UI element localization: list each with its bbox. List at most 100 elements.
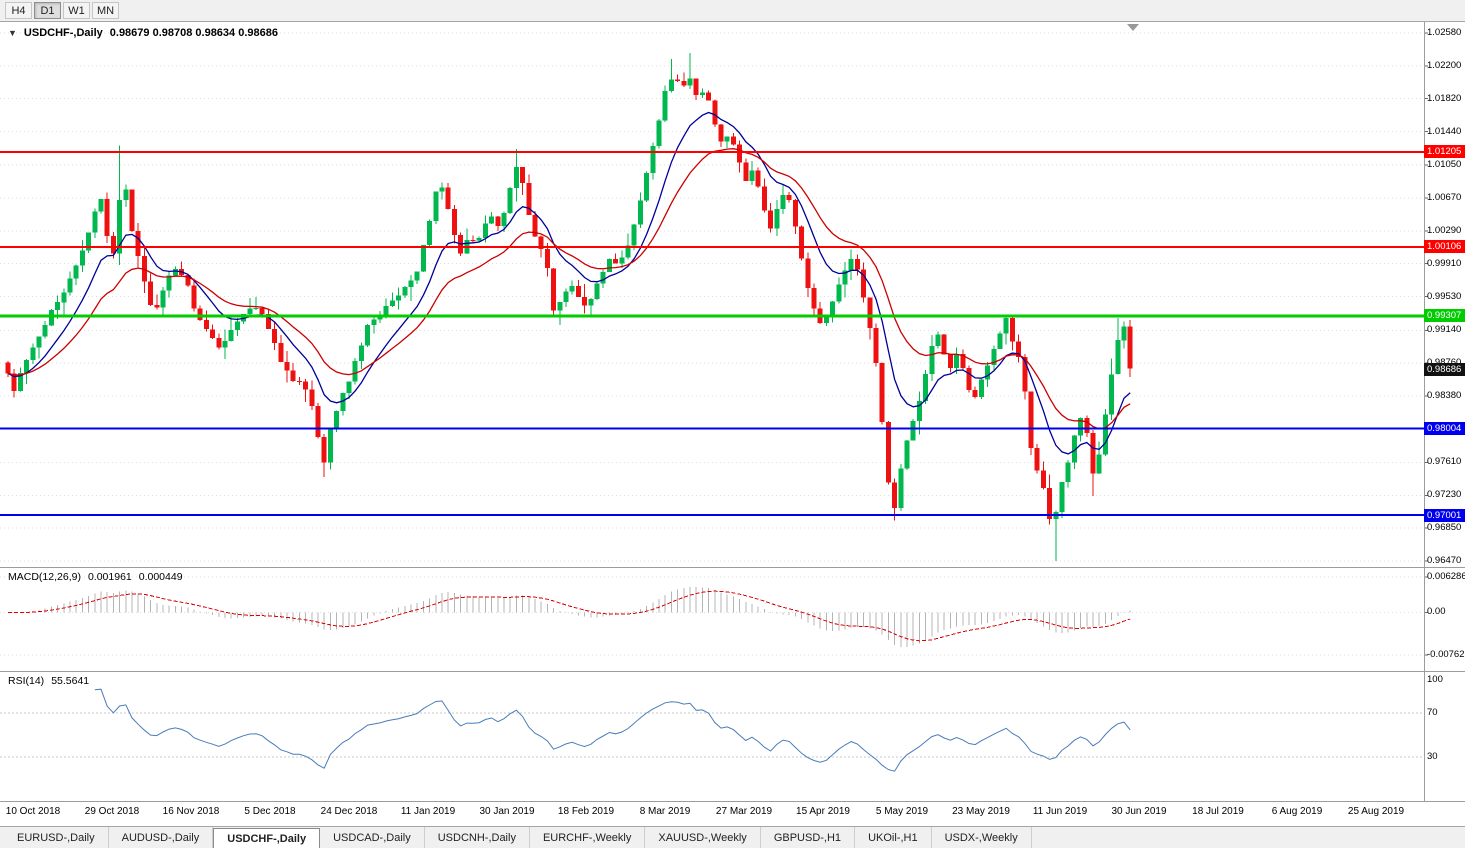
candle-body xyxy=(718,124,724,142)
candle-body xyxy=(129,189,135,232)
timeframe-button-mn[interactable]: MN xyxy=(92,2,119,19)
chart-tab-gbpusd[interactable]: GBPUSD-,H1 xyxy=(761,827,856,848)
price-grid xyxy=(0,32,1424,562)
candle-body xyxy=(203,319,209,330)
candle-body xyxy=(681,81,687,86)
candle-body xyxy=(222,340,228,348)
candle-body xyxy=(805,258,811,288)
candle-body xyxy=(495,216,501,226)
candle-body xyxy=(24,359,30,373)
candle-body xyxy=(154,304,160,308)
candle-body xyxy=(439,187,445,192)
candle-body xyxy=(501,212,507,226)
candle-body xyxy=(997,333,1003,349)
candle-body xyxy=(724,136,730,142)
candle-body xyxy=(879,363,885,422)
chart-tab-usdchf[interactable]: USDCHF-,Daily xyxy=(213,828,321,848)
candle-body xyxy=(582,297,588,306)
candle-body xyxy=(538,236,544,250)
candle-body xyxy=(985,365,991,380)
candle-body xyxy=(247,308,253,315)
candle-body xyxy=(296,380,302,382)
timeframe-button-d1[interactable]: D1 xyxy=(34,2,61,19)
rsi-value: 55.5641 xyxy=(51,675,90,687)
chart-ohlc-readout: 0.98679 0.98708 0.98634 0.98686 xyxy=(109,27,278,39)
candle-body xyxy=(73,265,79,279)
candle-body xyxy=(861,269,867,298)
chart-title: ▼ USDCHF-,Daily 0.98679 0.98708 0.98634 … xyxy=(8,27,278,39)
macd-signal-value: 0.000449 xyxy=(138,571,183,583)
candle-body xyxy=(656,120,662,147)
candle-body xyxy=(445,187,451,209)
candle-body xyxy=(811,287,817,309)
chart-tab-usdx[interactable]: USDX-,Weekly xyxy=(932,827,1032,848)
horizontal-level-lines xyxy=(0,150,1424,517)
candle-body xyxy=(513,167,519,188)
candle-body xyxy=(526,183,532,215)
candle-body xyxy=(352,361,358,382)
candle-body xyxy=(1009,318,1015,342)
candle-body xyxy=(433,191,439,221)
moving-average-line xyxy=(7,148,1131,430)
candle-body xyxy=(904,440,910,469)
candle-body xyxy=(67,278,73,293)
candle-body xyxy=(706,92,712,101)
chart-tab-eurchf[interactable]: EURCHF-,Weekly xyxy=(530,827,646,848)
candle-body xyxy=(1102,414,1108,455)
macd-name: MACD(12,26,9) xyxy=(8,571,81,583)
candle-body xyxy=(172,269,178,276)
chart-canvas[interactable] xyxy=(0,0,1465,826)
chart-tab-usdcad[interactable]: USDCAD-,Daily xyxy=(320,827,425,848)
chart-tab-eurusd[interactable]: EURUSD-,Daily xyxy=(4,827,109,848)
candle-body xyxy=(712,100,718,125)
candle-body xyxy=(36,336,42,348)
macd-plot xyxy=(0,576,1424,656)
chart-tab-bar: EURUSD-,Daily AUDUSD-,Daily USDCHF-,Daily U… xyxy=(0,826,1465,848)
candle-body xyxy=(892,482,898,509)
candle-body xyxy=(346,381,352,393)
candle-body xyxy=(191,285,197,309)
candle-body xyxy=(11,373,17,391)
candle-body xyxy=(966,368,972,390)
candle-body xyxy=(1028,391,1034,448)
candle-body xyxy=(61,292,67,303)
candle-body xyxy=(1016,341,1022,358)
timeframe-buttons: H4 D1 W1 MN xyxy=(5,2,119,19)
candle-body xyxy=(92,211,98,233)
timeframe-toolbar: H4 D1 W1 MN xyxy=(0,0,1465,22)
chart-tab-ukoil[interactable]: UKOil-,H1 xyxy=(855,827,932,848)
candle-body xyxy=(420,245,426,272)
candle-body xyxy=(520,167,526,184)
candle-body xyxy=(309,389,315,406)
chart-tab-xauusd[interactable]: XAUUSD-,Weekly xyxy=(645,827,761,848)
candle-body xyxy=(755,170,761,187)
chart-tab-usdcnh[interactable]: USDCNH-,Daily xyxy=(425,827,530,848)
candle-body xyxy=(402,287,408,296)
candle-body xyxy=(284,361,290,371)
candle-body xyxy=(737,144,743,163)
candle-body xyxy=(991,348,997,366)
candle-body xyxy=(408,280,414,288)
candle-body xyxy=(110,235,116,254)
candle-body xyxy=(30,347,36,360)
chart-shift-marker[interactable] xyxy=(1127,24,1139,31)
candle-body xyxy=(234,321,240,330)
timeframe-button-h4[interactable]: H4 xyxy=(5,2,32,19)
candle-body xyxy=(476,238,482,241)
moving-average-line xyxy=(7,111,1131,455)
candle-body xyxy=(1121,326,1127,341)
candle-body xyxy=(619,257,625,264)
candle-body xyxy=(600,271,606,284)
candle-body xyxy=(315,405,321,437)
candle-body xyxy=(1115,340,1121,375)
candle-body xyxy=(873,328,879,364)
candle-body xyxy=(699,92,705,96)
timeframe-button-w1[interactable]: W1 xyxy=(63,2,90,19)
candle-body xyxy=(1127,326,1133,369)
candle-body xyxy=(1059,482,1065,512)
candle-body xyxy=(799,226,805,259)
candle-body xyxy=(867,297,873,329)
candle-body xyxy=(563,291,569,302)
chart-tab-audusd[interactable]: AUDUSD-,Daily xyxy=(109,827,214,848)
